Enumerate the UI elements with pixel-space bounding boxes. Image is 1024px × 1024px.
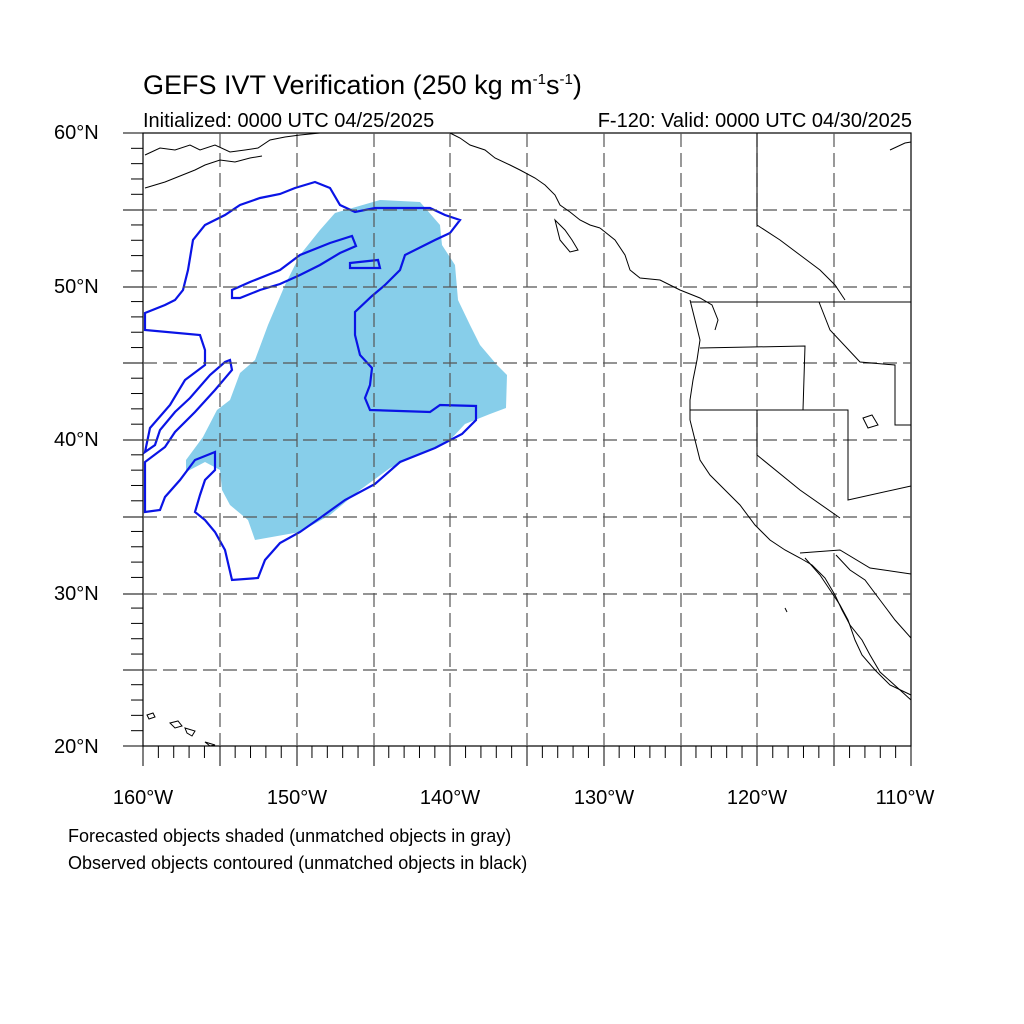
lat-label-30n: 30°N [54, 583, 99, 605]
lat-label-20n: 20°N [54, 736, 99, 758]
lon-label-130w: 130°W [573, 787, 635, 809]
lat-label-40n: 40°N [54, 429, 99, 451]
lon-label-140w: 140°W [419, 787, 481, 809]
lon-label-150w: 150°W [266, 787, 328, 809]
map-title: GEFS IVT Verification (250 kg m-1s-1) [143, 70, 582, 100]
forecast-object [186, 200, 507, 540]
valid-time-label: F-120: Valid: 0000 UTC 04/30/2025 [597, 110, 912, 132]
lon-label-110w: 110°W [875, 787, 935, 809]
graticule [143, 133, 911, 746]
minor-ticks [131, 147, 897, 758]
observed-note: Observed objects contoured (unmatched ob… [68, 853, 528, 873]
observed-contour-inner-2 [348, 258, 382, 270]
lon-label-160w: 160°W [112, 787, 174, 809]
lat-label-60n: 60°N [54, 122, 99, 144]
axis-ticks [123, 132, 912, 766]
init-time-label: Initialized: 0000 UTC 04/25/2025 [143, 110, 435, 132]
lat-label-50n: 50°N [54, 276, 99, 298]
coastlines [144, 132, 912, 747]
observed-contour-outer [143, 180, 478, 582]
lon-label-120w: 120°W [726, 787, 788, 809]
forecast-note: Forecasted objects shaded (unmatched obj… [68, 826, 512, 846]
observed-contour-inner-1 [230, 234, 358, 300]
observed-contours [143, 180, 478, 582]
